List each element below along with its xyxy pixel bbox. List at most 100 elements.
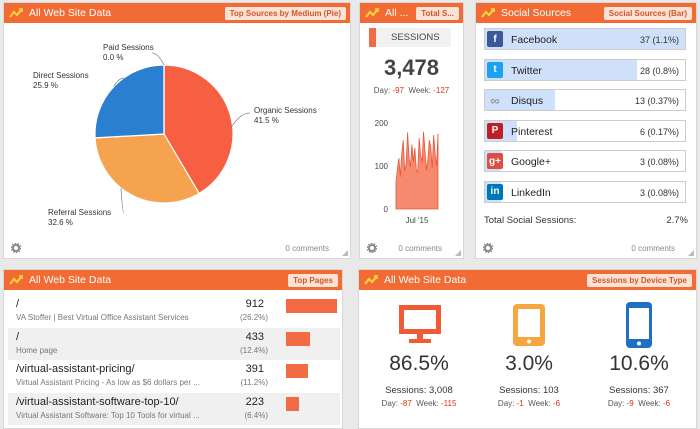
page-row[interactable]: /virtual-assistant-software-top-10/Virtu… — [8, 392, 340, 425]
x-tick-label: Jul '15 — [406, 216, 429, 225]
pie-label-direct: Direct Sessions 25.9 % — [33, 71, 89, 91]
page-title: Virtual Assistant Software: Top 10 Tools… — [16, 410, 200, 420]
y-tick-label: 100 — [375, 162, 389, 171]
page-pct: (12.4%) — [239, 345, 268, 355]
page-path[interactable]: / — [16, 298, 20, 310]
page-path[interactable]: / — [16, 330, 20, 343]
sessions-accent-bar — [369, 28, 376, 47]
mobile-pct: 10.6% — [609, 352, 669, 375]
pie-label-organic: Organic Sessions 41.5 % — [254, 106, 317, 126]
trend-logo-icon — [481, 7, 495, 19]
sessions-value: 3,478 — [383, 55, 440, 80]
social-name: Facebook — [511, 34, 558, 46]
page-count: 912 — [245, 298, 264, 310]
page-count: 223 — [245, 395, 264, 408]
panel-header: All Web Site Data Sessions by Device Typ… — [359, 270, 696, 290]
social-row[interactable]: P Pinterest 6 (0.17%) — [484, 119, 686, 142]
desktop-change: Day: -87 Week: -115 — [365, 399, 473, 408]
panel-footer: 0 comments — [4, 238, 350, 258]
pie-label-direct-name: Direct Sessions — [33, 71, 89, 80]
tablet-sessions: Sessions: 103 — [499, 385, 559, 396]
page-path[interactable]: /virtual-assistant-software-top-10/ — [16, 395, 179, 408]
social-value: 3 (0.08%) — [639, 157, 679, 167]
comments-link[interactable]: 0 comments — [285, 243, 329, 253]
day-label: Day: — [497, 399, 515, 408]
pie-slice-referral-sessions[interactable] — [94, 133, 200, 204]
social-value: 28 (0.8%) — [639, 65, 679, 76]
social-bar — [485, 59, 637, 80]
sessions-area-series — [395, 131, 439, 210]
comments-link[interactable]: 0 comments — [631, 243, 675, 253]
week-value: -6 — [552, 399, 561, 408]
panel-title: All Web Site Data — [384, 274, 467, 286]
week-label: Week: — [416, 399, 439, 408]
panel-title: All Web Site Data — [29, 274, 112, 286]
social-value: 37 (1.1%) — [639, 35, 679, 45]
page-path[interactable]: /virtual-assistant-pricing/ — [16, 363, 135, 375]
resize-handle[interactable] — [688, 250, 694, 256]
widget-type-badge[interactable]: Top Sources by Medium (Pie) — [224, 6, 346, 20]
gear-icon[interactable] — [483, 243, 493, 253]
widget-type-badge[interactable]: Total S... — [416, 6, 459, 20]
pie-label-referral-pct: 32.6 % — [48, 218, 73, 227]
widget-type-badge[interactable]: Top Pages — [288, 273, 338, 287]
gear-icon[interactable] — [11, 243, 21, 253]
page-count: 433 — [245, 330, 264, 343]
sessions-label-box: SESSIONS — [369, 28, 451, 47]
sessions-area-chart: 200 100 0 Jul '15 — [375, 119, 439, 225]
facebook-icon: f — [487, 31, 503, 47]
week-value: -127 — [433, 86, 450, 95]
twitter-icon: t — [487, 61, 503, 78]
tablet-icon — [513, 304, 545, 346]
comments-link[interactable]: 0 comments — [398, 243, 442, 253]
tablet-pct: 3.0% — [505, 352, 553, 375]
google-plus-icon: g+ — [487, 153, 503, 169]
social-name: LinkedIn — [511, 186, 551, 199]
week-label: Week: — [408, 86, 431, 95]
pie-slice-organic-sessions[interactable] — [163, 64, 234, 195]
panel-footer: 0 comments — [360, 238, 463, 258]
day-value: -1 — [516, 399, 524, 408]
pie-connector — [120, 187, 125, 214]
panel-title: All ... — [385, 7, 409, 19]
page-row[interactable]: / VA Stoffer | Best Virtual Office Assist… — [8, 295, 340, 327]
gear-icon[interactable] — [367, 243, 377, 253]
social-row[interactable]: in LinkedIn 3 (0.08%) — [484, 180, 686, 203]
week-value: -115 — [441, 399, 457, 408]
widget-type-badge[interactable]: Social Sources (Bar) — [603, 6, 692, 20]
social-row[interactable]: t Twitter 28 (0.8%) — [484, 58, 686, 81]
mobile-change: Day: -9 Week: -6 — [585, 399, 693, 408]
medium-pie-chart — [94, 52, 251, 214]
link-icon: ∞ — [490, 92, 500, 108]
widget-type-badge[interactable]: Sessions by Device Type — [586, 273, 692, 287]
day-label: Day: — [607, 399, 625, 408]
pie-label-paid: Paid Sessions 0.0 % — [103, 43, 154, 63]
panel-header: Social Sources Social Sources (Bar) — [476, 3, 696, 23]
social-row[interactable]: g+ Google+ 3 (0.08%) — [484, 150, 686, 172]
social-name: Google+ — [511, 156, 551, 168]
social-row[interactable]: f Facebook 37 (1.1%) — [484, 28, 686, 50]
day-value: -87 — [400, 399, 412, 408]
social-bar — [485, 90, 555, 110]
y-tick-label: 200 — [375, 119, 389, 128]
resize-handle[interactable] — [455, 250, 461, 256]
page-bar — [286, 299, 337, 313]
y-tick-label: 0 — [384, 205, 389, 214]
pie-label-referral: Referral Sessions 32.6 % — [48, 208, 111, 228]
social-value: 13 (0.37%) — [634, 96, 679, 106]
pie-label-paid-pct: 0.0 % — [103, 53, 124, 62]
total-social-label: Total Social Sessions: — [484, 215, 577, 226]
trend-logo-icon — [365, 7, 379, 19]
social-row[interactable]: ∞ Disqus 13 (0.37%) — [484, 89, 686, 111]
pie-slice-direct-sessions[interactable] — [94, 64, 165, 139]
day-label: Day: — [373, 86, 391, 95]
pinterest-icon: P — [487, 122, 503, 139]
sessions-panel: All ... Total S... SESSIONS 3,478 Day: -… — [359, 2, 464, 259]
total-social: Total Social Sessions: 2.7% — [484, 215, 688, 226]
day-label: Day: — [381, 399, 398, 408]
day-value: -9 — [626, 399, 634, 408]
page-row[interactable]: /virtual-assistant-pricing/Virtual Assis… — [8, 360, 340, 392]
resize-handle[interactable] — [342, 250, 348, 256]
panel-header: All Web Site Data Top Sources by Medium … — [4, 3, 350, 23]
page-row[interactable]: / Home page 433 (12.4%) — [8, 327, 340, 360]
